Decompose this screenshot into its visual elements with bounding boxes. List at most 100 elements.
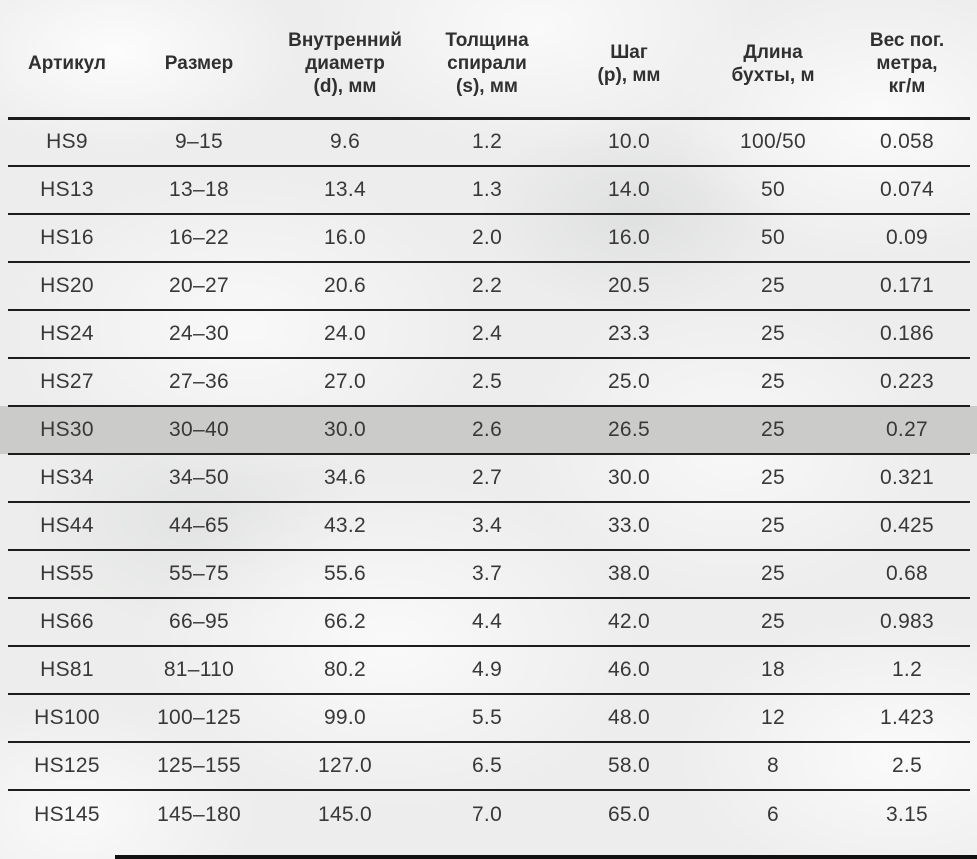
coil-length-cell: 25 — [702, 501, 844, 550]
pitch-cell: 25.0 — [556, 357, 702, 406]
inner-diameter-cell: 34.6 — [272, 453, 418, 502]
size-cell: 27–36 — [126, 357, 272, 406]
hose-spec-table: Артикул Размер Внутренний диаметр (d), м… — [8, 0, 970, 838]
inner-diameter-cell: 20.6 — [272, 261, 418, 310]
weight-cell: 0.09 — [844, 213, 970, 262]
header-inner-diameter: Внутренний диаметр (d), мм — [272, 0, 418, 120]
coil-length-cell: 12 — [702, 693, 844, 742]
article-cell: HS16 — [8, 213, 126, 262]
coil-length-cell: 25 — [702, 597, 844, 646]
pitch-cell: 26.5 — [556, 405, 702, 454]
size-cell: 125–155 — [126, 741, 272, 790]
pitch-cell: 30.0 — [556, 453, 702, 502]
weight-cell: 0.983 — [844, 597, 970, 646]
inner-diameter-cell: 127.0 — [272, 741, 418, 790]
article-cell: HS100 — [8, 693, 126, 742]
article-cell: HS30 — [8, 405, 126, 454]
article-cell: HS34 — [8, 453, 126, 502]
table-row: HS55 55–75 55.6 3.7 38.0 25 0.68 — [8, 549, 970, 598]
size-cell: 16–22 — [126, 213, 272, 262]
inner-diameter-cell: 27.0 — [272, 357, 418, 406]
coil-length-cell: 50 — [702, 165, 844, 214]
table-row: HS66 66–95 66.2 4.4 42.0 25 0.983 — [8, 597, 970, 646]
inner-diameter-cell: 9.6 — [329, 130, 361, 154]
size-cell: 145–180 — [126, 789, 272, 838]
spiral-thickness-cell: 3.4 — [418, 501, 556, 550]
article-cell: HS13 — [8, 165, 126, 214]
article-cell: HS24 — [8, 309, 126, 358]
inner-diameter-cell: 55.6 — [272, 549, 418, 598]
weight-cell: 0.68 — [844, 549, 970, 598]
size-cell: 55–75 — [126, 549, 272, 598]
article-cell: HS20 — [8, 261, 126, 310]
pitch-cell: 16.0 — [556, 213, 702, 262]
header-pitch: Шаг (p), мм — [556, 0, 702, 120]
table-row: HS20 20–27 20.6 2.2 20.5 25 0.171 — [8, 261, 970, 310]
coil-length-cell: 18 — [702, 645, 844, 694]
spiral-thickness-cell: 1.3 — [418, 165, 556, 214]
table-row: HS145 145–180 145.0 7.0 65.0 6 3.15 — [8, 789, 970, 838]
pitch-cell: 20.5 — [556, 261, 702, 310]
header-spiral-thickness: Толщина спирали (s), мм — [418, 0, 556, 120]
weight-cell: 0.074 — [844, 165, 970, 214]
article-cell: HS55 — [8, 549, 126, 598]
inner-diameter-cell: 145.0 — [272, 789, 418, 838]
pitch-cell: 46.0 — [556, 645, 702, 694]
article-cell: HS145 — [8, 789, 126, 838]
spiral-thickness-cell: 6.5 — [418, 741, 556, 790]
weight-cell: 1.423 — [844, 693, 970, 742]
spiral-thickness-cell: 4.9 — [418, 645, 556, 694]
coil-length-cell: 25 — [702, 309, 844, 358]
table-row: HS30 30–40 30.0 2.6 26.5 25 0.27 — [8, 405, 970, 454]
weight-cell: 0.425 — [844, 501, 970, 550]
header-size: Размер — [126, 0, 272, 120]
header-coil-length: Длина бухты, м — [702, 0, 844, 120]
table-row: HS27 27–36 27.0 2.5 25.0 25 0.223 — [8, 357, 970, 406]
pitch-cell: 33.0 — [556, 501, 702, 550]
article-cell: HS9 — [46, 130, 88, 154]
table-row: HS9 9–15 9.6 1.2 10.0 100/50 0.058 — [8, 118, 970, 166]
table-row: HS16 16–22 16.0 2.0 16.0 50 0.09 — [8, 213, 970, 262]
spiral-thickness-cell: 2.5 — [418, 357, 556, 406]
size-cell: 30–40 — [126, 405, 272, 454]
coil-length-cell: 25 — [702, 549, 844, 598]
size-cell: 9–15 — [175, 130, 223, 154]
weight-cell: 0.27 — [844, 405, 970, 454]
coil-length-cell: 50 — [702, 213, 844, 262]
table-row: HS44 44–65 43.2 3.4 33.0 25 0.425 — [8, 501, 970, 550]
weight-cell: 2.5 — [844, 741, 970, 790]
inner-diameter-cell: 80.2 — [272, 645, 418, 694]
article-cell: HS27 — [8, 357, 126, 406]
weight-cell: 0.223 — [844, 357, 970, 406]
inner-diameter-cell: 24.0 — [272, 309, 418, 358]
weight-cell: 0.171 — [844, 261, 970, 310]
coil-length-cell: 8 — [702, 741, 844, 790]
pitch-cell: 23.3 — [556, 309, 702, 358]
size-cell: 34–50 — [126, 453, 272, 502]
spiral-thickness-cell: 2.0 — [418, 213, 556, 262]
pitch-cell: 10.0 — [607, 130, 651, 154]
coil-length-cell: 25 — [702, 453, 844, 502]
pitch-cell: 38.0 — [556, 549, 702, 598]
weight-cell: 1.2 — [844, 645, 970, 694]
coil-length-cell: 100/50 — [739, 130, 807, 154]
bottom-edge-bar — [115, 855, 977, 859]
inner-diameter-cell: 66.2 — [272, 597, 418, 646]
pitch-cell: 58.0 — [556, 741, 702, 790]
size-cell: 24–30 — [126, 309, 272, 358]
pitch-cell: 48.0 — [556, 693, 702, 742]
header-weight: Вес пог. метра, кг/м — [844, 0, 970, 120]
coil-length-cell: 25 — [702, 405, 844, 454]
table-row: HS81 81–110 80.2 4.9 46.0 18 1.2 — [8, 645, 970, 694]
table-row: HS13 13–18 13.4 1.3 14.0 50 0.074 — [8, 165, 970, 214]
table-row: HS34 34–50 34.6 2.7 30.0 25 0.321 — [8, 453, 970, 502]
coil-length-cell: 6 — [702, 789, 844, 838]
weight-cell: 0.058 — [879, 130, 935, 154]
spiral-thickness-cell: 1.2 — [471, 130, 503, 154]
spiral-thickness-cell: 3.7 — [418, 549, 556, 598]
article-cell: HS125 — [8, 741, 126, 790]
size-cell: 66–95 — [126, 597, 272, 646]
coil-length-cell: 25 — [702, 357, 844, 406]
table-body: HS9 9–15 9.6 1.2 10.0 100/50 0.058 HS13 13–18 13.… — [8, 118, 970, 838]
